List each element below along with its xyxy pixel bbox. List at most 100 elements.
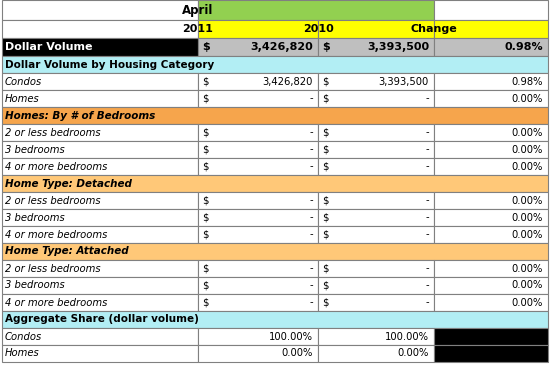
- Text: 0.00%: 0.00%: [512, 127, 543, 138]
- Bar: [2, 260, 198, 277]
- Text: $: $: [202, 42, 210, 52]
- Bar: [434, 20, 548, 38]
- Bar: [2, 209, 198, 226]
- Bar: [2, 345, 198, 362]
- Bar: [318, 124, 434, 141]
- Bar: [318, 294, 434, 311]
- Text: 3 bedrooms: 3 bedrooms: [5, 145, 65, 154]
- Bar: [2, 175, 548, 192]
- Text: -: -: [425, 212, 429, 223]
- Bar: [434, 90, 548, 107]
- Text: 0.98%: 0.98%: [504, 42, 543, 52]
- Text: $: $: [322, 76, 328, 87]
- Text: 4 or more bedrooms: 4 or more bedrooms: [5, 162, 107, 172]
- Text: $: $: [202, 127, 208, 138]
- Text: April: April: [182, 4, 214, 16]
- Text: -: -: [425, 229, 429, 240]
- Bar: [434, 328, 548, 345]
- Text: Aggregate Share (dollar volume): Aggregate Share (dollar volume): [5, 314, 199, 325]
- Bar: [318, 73, 434, 90]
- Bar: [434, 209, 548, 226]
- Text: 2010: 2010: [302, 24, 333, 34]
- Text: 0.00%: 0.00%: [512, 196, 543, 205]
- Text: -: -: [309, 127, 313, 138]
- Text: $: $: [202, 229, 208, 240]
- Text: -: -: [309, 263, 313, 274]
- Text: Dollar Volume: Dollar Volume: [5, 42, 92, 52]
- Bar: [2, 124, 198, 141]
- Bar: [198, 158, 318, 175]
- Bar: [434, 226, 548, 243]
- Text: 0.00%: 0.00%: [512, 162, 543, 172]
- Bar: [2, 192, 198, 209]
- Text: 2 or less bedrooms: 2 or less bedrooms: [5, 196, 101, 205]
- Bar: [318, 226, 434, 243]
- Text: $: $: [322, 298, 328, 307]
- Bar: [2, 158, 198, 175]
- Bar: [318, 192, 434, 209]
- Text: 0.00%: 0.00%: [398, 348, 429, 359]
- Bar: [2, 311, 548, 328]
- Text: $: $: [202, 196, 208, 205]
- Bar: [434, 73, 548, 90]
- Text: -: -: [309, 94, 313, 103]
- Bar: [2, 277, 198, 294]
- Bar: [318, 158, 434, 175]
- Text: Change: Change: [411, 24, 458, 34]
- Bar: [318, 328, 434, 345]
- Bar: [198, 124, 318, 141]
- Text: Home Type: Detached: Home Type: Detached: [5, 178, 132, 189]
- Text: Condos: Condos: [5, 76, 42, 87]
- Text: 2 or less bedrooms: 2 or less bedrooms: [5, 263, 101, 274]
- Text: 0.00%: 0.00%: [512, 229, 543, 240]
- Text: 4 or more bedrooms: 4 or more bedrooms: [5, 298, 107, 307]
- Bar: [318, 277, 434, 294]
- Text: Condos: Condos: [5, 332, 42, 341]
- Bar: [2, 38, 198, 56]
- Text: -: -: [309, 162, 313, 172]
- Bar: [198, 277, 318, 294]
- Text: -: -: [309, 212, 313, 223]
- Text: -: -: [425, 94, 429, 103]
- Text: 0.00%: 0.00%: [512, 263, 543, 274]
- Text: -: -: [425, 263, 429, 274]
- Text: 3 bedrooms: 3 bedrooms: [5, 212, 65, 223]
- Bar: [2, 141, 198, 158]
- Bar: [2, 56, 548, 73]
- Text: $: $: [322, 145, 328, 154]
- Text: $: $: [202, 263, 208, 274]
- Bar: [434, 141, 548, 158]
- Text: 4 or more bedrooms: 4 or more bedrooms: [5, 229, 107, 240]
- Bar: [198, 20, 318, 38]
- Bar: [434, 192, 548, 209]
- Bar: [434, 345, 548, 362]
- Text: 0.00%: 0.00%: [512, 145, 543, 154]
- Bar: [198, 260, 318, 277]
- Bar: [434, 38, 548, 56]
- Text: -: -: [425, 162, 429, 172]
- Bar: [318, 260, 434, 277]
- Bar: [318, 20, 434, 38]
- Text: Home Type: Attached: Home Type: Attached: [5, 247, 129, 256]
- Text: Homes: By # of Bedrooms: Homes: By # of Bedrooms: [5, 111, 155, 120]
- Text: 3,426,820: 3,426,820: [250, 42, 313, 52]
- Text: -: -: [425, 145, 429, 154]
- Text: 0.98%: 0.98%: [512, 76, 543, 87]
- Text: $: $: [322, 263, 328, 274]
- Bar: [2, 328, 198, 345]
- Text: $: $: [322, 196, 328, 205]
- Bar: [318, 209, 434, 226]
- Bar: [198, 345, 318, 362]
- Text: $: $: [322, 94, 328, 103]
- Bar: [198, 0, 434, 20]
- Text: $: $: [322, 162, 328, 172]
- Bar: [2, 20, 198, 38]
- Bar: [318, 141, 434, 158]
- Text: 0.00%: 0.00%: [282, 348, 313, 359]
- Bar: [198, 90, 318, 107]
- Bar: [434, 294, 548, 311]
- Text: $: $: [322, 229, 328, 240]
- Bar: [198, 141, 318, 158]
- Text: $: $: [322, 281, 328, 290]
- Bar: [318, 90, 434, 107]
